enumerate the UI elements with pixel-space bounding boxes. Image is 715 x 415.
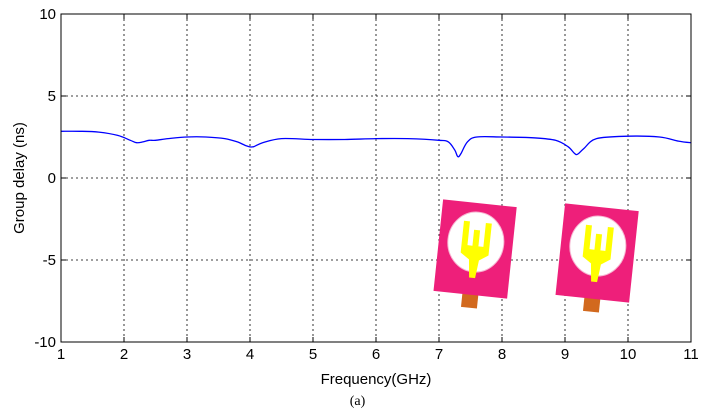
x-tick-label: 8: [498, 346, 506, 363]
x-tick-label: 5: [309, 346, 317, 363]
curve-layer: [60, 130, 692, 158]
y-tick-label: 10: [39, 6, 56, 23]
x-tick-labels: 1 2 3 4 5 6 7 8 9 10 11: [57, 346, 699, 363]
y-tick-label: 5: [48, 88, 56, 105]
figure-caption: (a): [349, 394, 366, 409]
x-tick-label: 3: [183, 346, 191, 363]
inset-images: [433, 199, 639, 313]
y-tick-label: 0: [48, 170, 56, 187]
x-axis-label: Frequency(GHz): [321, 371, 432, 388]
x-tick-label: 10: [620, 346, 637, 363]
antenna-patch: [460, 220, 492, 279]
x-tick-label: 1: [57, 346, 65, 363]
x-tick-label: 9: [561, 346, 569, 363]
y-tick-label: -10: [34, 334, 56, 351]
y-axis-label: Group delay (ns): [11, 122, 28, 234]
ticks: [60, 13, 692, 343]
x-tick-label: 11: [683, 346, 699, 363]
x-tick-label: 7: [435, 346, 443, 363]
x-tick-label: 4: [246, 346, 254, 363]
antenna-connector: [582, 294, 601, 313]
x-tick-label: 6: [372, 346, 380, 363]
antenna-connector: [460, 290, 479, 309]
antenna-image-1: [433, 199, 517, 309]
group-delay-line: [60, 130, 692, 158]
antenna-image-2: [555, 203, 639, 313]
x-tick-label: 2: [120, 346, 128, 363]
y-tick-labels: -10 -5 0 5 10: [34, 6, 56, 351]
y-tick-label: -5: [43, 252, 56, 269]
antenna-patch: [582, 224, 614, 283]
group-delay-chart: 1 2 3 4 5 6 7 8 9 10 11 -10 -5 0 5 10 Frequency(GHz) G…: [11, 6, 699, 388]
